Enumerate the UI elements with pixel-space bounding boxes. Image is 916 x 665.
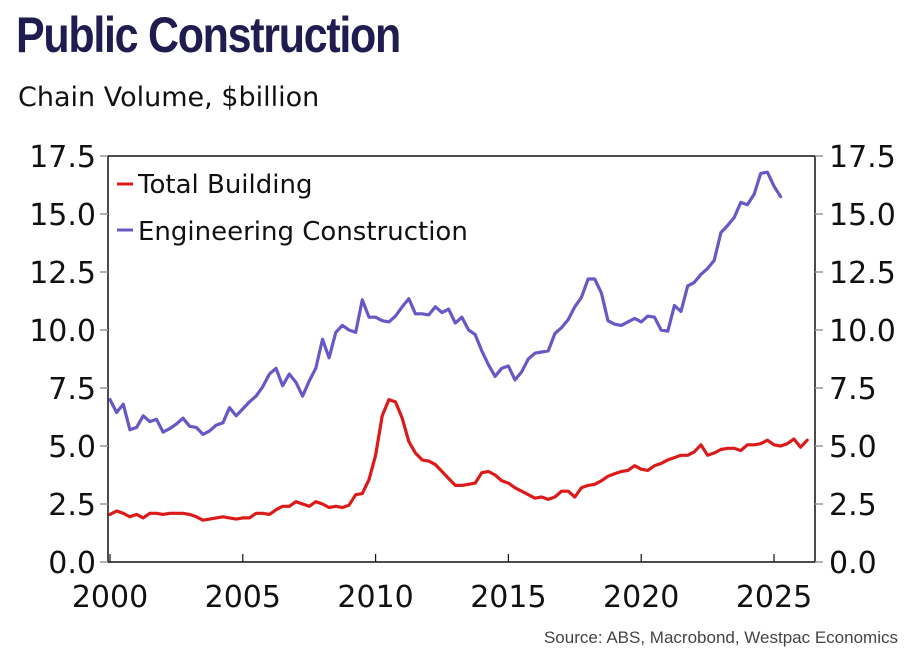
x-tick-label: 2015 xyxy=(470,580,546,615)
axes: 0.0 0.0 2.5 2.5 5.0 5.0 7.5 7.5 10.0 10.0 12.5 12.5… xyxy=(29,140,896,615)
series-line-total-building xyxy=(108,398,809,522)
chart-subtitle: Chain Volume, $billion xyxy=(18,82,320,113)
y-tick-label-right: 10.0 xyxy=(829,314,896,349)
y-tick-label-right: 2.5 xyxy=(829,488,877,523)
legend-label-total-building: Total Building xyxy=(137,170,312,200)
y-tick-label-left: 12.5 xyxy=(29,256,96,291)
series-layer xyxy=(108,170,809,522)
y-tick-label-left: 15.0 xyxy=(29,198,96,233)
series-line-engineering-construction xyxy=(108,170,783,436)
x-tick-label: 2025 xyxy=(736,580,812,615)
y-tick-label-left: 2.5 xyxy=(48,488,96,523)
x-tick-label: 2000 xyxy=(72,580,148,615)
legend: Total Building Engineering Construction xyxy=(117,170,468,247)
legend-label-engineering-construction: Engineering Construction xyxy=(138,217,468,247)
y-tick-label-right: 12.5 xyxy=(829,256,896,291)
y-tick-label-left: 10.0 xyxy=(29,314,96,349)
y-tick-label-right: 15.0 xyxy=(829,198,896,233)
x-tick-label: 2020 xyxy=(603,580,679,615)
y-tick-label-right: 0.0 xyxy=(829,546,877,581)
y-tick-label-left: 7.5 xyxy=(48,372,96,407)
y-tick-label-right: 17.5 xyxy=(829,140,896,175)
source-note: Source: ABS, Macrobond, Westpac Economic… xyxy=(543,628,898,647)
y-tick-label-left: 0.0 xyxy=(48,546,96,581)
y-tick-label-right: 7.5 xyxy=(829,372,877,407)
x-tick-label: 2005 xyxy=(205,580,281,615)
y-tick-label-left: 5.0 xyxy=(48,430,96,465)
x-tick-label: 2010 xyxy=(337,580,413,615)
y-tick-label-left: 17.5 xyxy=(29,140,96,175)
y-tick-label-right: 5.0 xyxy=(829,430,877,465)
chart-title: Public Construction xyxy=(16,7,401,63)
plot-frame xyxy=(107,155,816,563)
